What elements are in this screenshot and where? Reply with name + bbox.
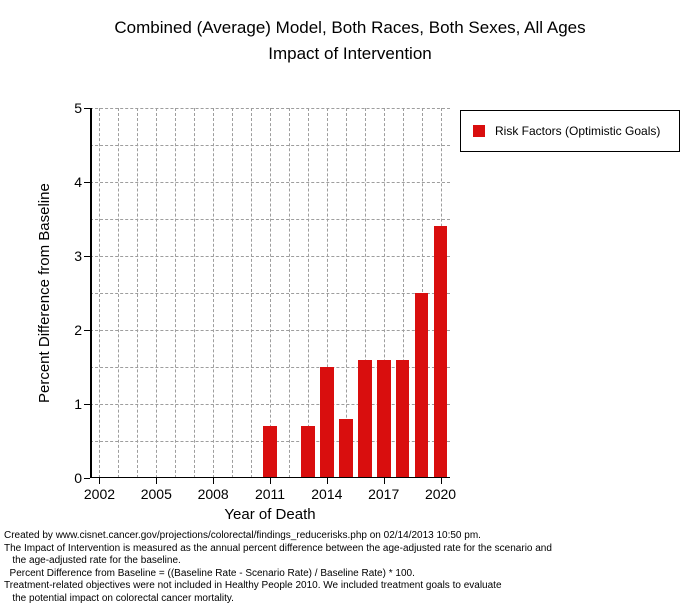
y-tick-mark xyxy=(84,256,90,257)
chart-plot-area: 0123452002200520082011201420172020 xyxy=(90,108,450,478)
gridline-h xyxy=(90,108,450,109)
bar xyxy=(358,360,372,478)
gridline-h xyxy=(90,145,450,146)
bar xyxy=(320,367,334,478)
gridline-h xyxy=(90,182,450,183)
bar xyxy=(301,426,315,478)
chart-title-block: Combined (Average) Model, Both Races, Bo… xyxy=(0,18,700,64)
y-tick-label: 1 xyxy=(60,396,82,412)
y-tick-mark xyxy=(84,404,90,405)
x-tick-mark xyxy=(441,478,442,484)
gridline-h xyxy=(90,256,450,257)
x-tick-label: 2002 xyxy=(84,486,115,502)
bar xyxy=(377,360,391,478)
bar xyxy=(434,226,448,478)
x-tick-mark xyxy=(327,478,328,484)
y-tick-label: 5 xyxy=(60,100,82,116)
x-tick-mark xyxy=(270,478,271,484)
y-tick-label: 4 xyxy=(60,174,82,190)
legend-swatch xyxy=(473,125,485,137)
x-tick-mark xyxy=(213,478,214,484)
y-tick-label: 3 xyxy=(60,248,82,264)
bar xyxy=(396,360,410,478)
y-tick-label: 0 xyxy=(60,470,82,486)
gridline-h xyxy=(90,219,450,220)
y-tick-mark xyxy=(84,478,90,479)
x-tick-mark xyxy=(99,478,100,484)
bar xyxy=(415,293,429,478)
y-axis-line xyxy=(90,108,92,478)
x-axis-label: Year of Death xyxy=(90,506,450,523)
gridline-h xyxy=(90,293,450,294)
x-tick-label: 2020 xyxy=(425,486,456,502)
y-axis-label: Percent Difference from Baseline xyxy=(36,183,53,403)
x-tick-label: 2011 xyxy=(255,486,285,502)
page-root: Combined (Average) Model, Both Races, Bo… xyxy=(0,0,700,615)
bar xyxy=(339,419,353,478)
bar xyxy=(263,426,277,478)
y-tick-mark xyxy=(84,330,90,331)
legend-label: Risk Factors (Optimistic Goals) xyxy=(495,124,660,138)
x-tick-label: 2014 xyxy=(311,486,342,502)
y-tick-label: 2 xyxy=(60,322,82,338)
chart-legend: Risk Factors (Optimistic Goals) xyxy=(460,110,680,152)
x-tick-label: 2008 xyxy=(198,486,229,502)
chart-title-line2: Impact of Intervention xyxy=(0,44,700,64)
chart-title-line1: Combined (Average) Model, Both Races, Bo… xyxy=(0,18,700,38)
gridline-h xyxy=(90,330,450,331)
footer-text: Created by www.cisnet.cancer.gov/project… xyxy=(4,530,552,605)
x-tick-label: 2005 xyxy=(141,486,172,502)
y-tick-mark xyxy=(84,182,90,183)
y-tick-mark xyxy=(84,108,90,109)
x-tick-mark xyxy=(384,478,385,484)
x-tick-label: 2017 xyxy=(368,486,399,502)
x-tick-mark xyxy=(156,478,157,484)
